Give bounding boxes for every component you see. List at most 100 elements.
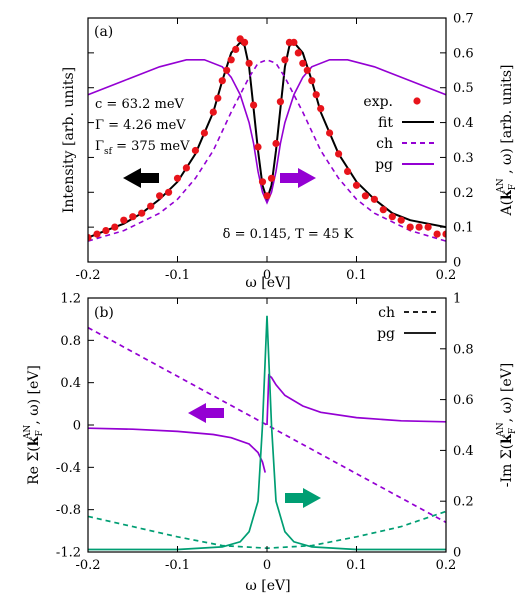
legend-label-ch: ch — [376, 136, 393, 152]
exp-point — [182, 164, 190, 172]
x-tick-label: -0.1 — [165, 558, 190, 573]
exp-point — [263, 192, 271, 200]
param-gamma-sf: Γsf = 375 meV — [95, 139, 190, 157]
x-tick-label: -0.2 — [75, 268, 100, 283]
panel-a-x-ticks: -0.2 -0.1 0 0.1 0.2 — [75, 18, 456, 283]
panel-a-xlabel: ω [eV] — [245, 275, 290, 291]
exp-point — [209, 108, 217, 116]
arrow-left-purple — [188, 403, 224, 423]
param-gamma: Γ = 4.26 meV — [95, 118, 186, 133]
panel-a-right-ylabel: A(kFAN , ω) [arb. units] — [496, 65, 518, 217]
exp-point — [267, 174, 276, 182]
exp-point — [156, 192, 164, 200]
exp-point — [147, 202, 155, 210]
y2-tick-label: 0.6 — [453, 46, 474, 61]
exp-point — [111, 223, 119, 231]
y-tick-label: 0.4 — [60, 376, 81, 391]
exp-point — [433, 230, 441, 238]
series-re-ch-line — [88, 326, 446, 524]
y-tick-label: 1.2 — [60, 292, 81, 307]
exp-point — [223, 66, 231, 74]
exp-point — [442, 230, 446, 238]
exp-point — [245, 59, 253, 67]
y2-tick-label: 0 — [453, 256, 461, 271]
exp-point — [254, 143, 262, 151]
panel-a-exp-points — [88, 35, 446, 242]
exp-point — [308, 77, 316, 85]
y2-tick-label: 0.3 — [453, 151, 474, 166]
exp-point — [370, 195, 378, 203]
y-tick-label: 0 — [73, 419, 81, 434]
x-tick-label: 0.1 — [346, 268, 367, 283]
arrow-right-green — [285, 488, 321, 508]
exp-point — [326, 129, 334, 137]
series-im-ch-line — [88, 510, 446, 550]
exp-point — [397, 216, 405, 224]
y2-tick-label: 0.7 — [453, 12, 474, 27]
legend-label-fit: fit — [378, 115, 393, 131]
series-pg-line — [88, 59, 446, 205]
exp-point — [276, 98, 284, 106]
exp-point — [173, 174, 182, 182]
y2-tick-label: 0.4 — [453, 444, 474, 459]
series-ch-line — [88, 58, 446, 242]
panel-a-legend: exp. fit ch pg — [363, 94, 434, 173]
x-tick-label: 0.2 — [436, 268, 457, 283]
panel-b-xlabel: ω [eV] — [245, 578, 290, 594]
y2-tick-label: 0.2 — [453, 186, 474, 201]
panel-a-annotation: δ = 0.145, T = 45 K — [223, 227, 354, 242]
y-tick-label: -1.2 — [56, 546, 81, 561]
panel-a-right-ticks: 0 0.1 0.2 0.3 0.4 0.5 0.6 0.7 — [88, 12, 474, 271]
panel-a-label: (a) — [94, 24, 113, 40]
exp-point — [250, 101, 258, 109]
exp-point — [227, 56, 235, 64]
exp-point — [406, 223, 414, 231]
exp-point — [312, 91, 320, 99]
y2-tick-label: 0.2 — [453, 495, 474, 510]
exp-point — [272, 139, 280, 148]
exp-point — [379, 206, 387, 214]
exp-point — [388, 213, 396, 221]
legend-label-exp: exp. — [363, 94, 393, 110]
exp-point — [303, 66, 311, 74]
x-tick-label: 0 — [263, 558, 271, 573]
exp-point — [281, 56, 289, 64]
panel-b-legend: ch pg — [377, 305, 436, 342]
legend-marker-exp — [413, 97, 421, 105]
series-im-pg-line — [88, 315, 446, 551]
exp-point — [424, 223, 432, 231]
y-tick-label: -0.8 — [56, 503, 81, 518]
exp-point — [214, 94, 222, 102]
legend-label-pg: pg — [375, 157, 393, 173]
panel-a: -0.2 -0.1 0 0.1 0.2 0 0.1 0.2 0.3 0.4 0.5 0.6 0.7 (… — [61, 12, 518, 292]
exp-point — [299, 59, 307, 67]
exp-point — [415, 223, 423, 231]
param-c: c = 63.2 meV — [95, 97, 185, 112]
x-tick-label: 0 — [263, 268, 271, 283]
panel-b-right-ticks: 0 0.2 0.4 0.6 0.8 1 — [440, 292, 474, 561]
x-tick-label: 0.1 — [346, 558, 367, 573]
exp-point — [191, 146, 199, 155]
exp-point — [200, 129, 208, 137]
exp-point — [88, 234, 92, 242]
x-tick-label: 0.2 — [436, 558, 457, 573]
series-re-pg-line — [88, 373, 446, 473]
exp-point — [258, 178, 267, 186]
exp-point — [294, 49, 302, 57]
y-tick-label: 0.8 — [60, 334, 81, 349]
legend-label-ch: ch — [378, 305, 395, 321]
y2-tick-label: 0.4 — [453, 116, 474, 131]
panel-b: -0.2 -0.1 0 0.1 0.2 -1.2 -0.8 -0.4 0 0.4 0.8 1.2 0… — [23, 292, 518, 595]
y2-tick-label: 1 — [453, 292, 461, 307]
y-tick-label: -0.4 — [56, 461, 81, 476]
exp-point — [290, 38, 298, 47]
y2-tick-label: 0.5 — [453, 81, 474, 96]
panel-b-curves — [88, 315, 446, 551]
x-tick-label: -0.2 — [75, 558, 100, 573]
exp-point — [129, 213, 137, 221]
exp-point — [344, 167, 352, 175]
arrow-left-black — [123, 168, 159, 188]
legend-label-pg: pg — [377, 326, 395, 342]
panel-b-label: (b) — [94, 305, 114, 321]
